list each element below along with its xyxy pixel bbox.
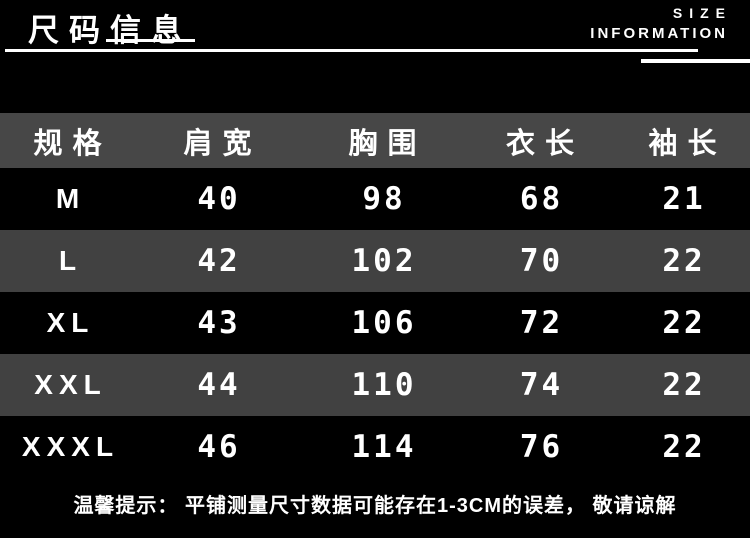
cell-m-shoulder: 40 [197, 181, 241, 217]
title-en-size: SIZE [672, 5, 732, 21]
cell-xl-sleeve: 22 [662, 305, 706, 341]
table-header-cell-shoulder: 肩宽 [183, 127, 262, 160]
cell-l-sleeve: 22 [662, 243, 706, 279]
header-divider-line [5, 49, 698, 52]
table-body: M 40 98 68 21 L 42 102 70 22 XL 43 106 72 22 XXL 44 110 74… [0, 168, 750, 478]
cell-xl-shoulder: 43 [197, 305, 241, 341]
table-header-cell-sleeve: 袖长 [648, 127, 727, 160]
table-header-cell-length: 衣长 [505, 127, 584, 160]
cell-xl-size: XL [46, 307, 95, 338]
table-row-l: L 42 102 70 22 [0, 230, 750, 292]
measurement-disclaimer: 温馨提示： 平铺测量尺寸数据可能存在1-3CM的误差， 敬请谅解 [73, 495, 677, 517]
table-row-m: M 40 98 68 21 [0, 168, 750, 230]
cell-xxl-shoulder: 44 [197, 367, 241, 403]
cell-m-chest: 98 [362, 181, 406, 217]
page-title: 尺码信息 [28, 13, 192, 48]
cell-l-chest: 102 [351, 243, 417, 279]
cell-xxl-sleeve: 22 [662, 367, 706, 403]
cell-l-shoulder: 42 [197, 243, 241, 279]
size-table: 规格 肩宽 胸围 衣长 袖长 M 40 98 68 21 L 42 102 70 22 XL 43 106 72 2… [0, 113, 750, 478]
cell-xl-chest: 106 [351, 305, 417, 341]
table-row-xl: XL 43 106 72 22 [0, 292, 750, 354]
table-header-cell-size: 规格 [33, 127, 112, 160]
table-header-cell-chest: 胸围 [348, 127, 427, 160]
table-row-xxl: XXL 44 110 74 22 [0, 354, 750, 416]
cell-xxxl-chest: 114 [351, 429, 417, 465]
cell-m-length: 68 [519, 181, 564, 217]
cell-xxl-chest: 110 [351, 367, 417, 403]
title-en-information: INFORMATION [590, 25, 728, 42]
cell-xxxl-size: XXXL [21, 431, 120, 462]
cell-l-length: 70 [519, 243, 564, 279]
cell-xxxl-sleeve: 22 [662, 429, 706, 465]
cell-m-sleeve: 21 [662, 181, 706, 217]
cell-xxl-size: XXL [34, 369, 107, 400]
cell-m-size: M [55, 183, 86, 214]
title-underline [106, 39, 195, 42]
table-header-row: 规格 肩宽 胸围 衣长 袖长 [0, 113, 750, 168]
cell-xxxl-shoulder: 46 [197, 429, 241, 465]
table-row-xxxl: XXXL 46 114 76 22 [0, 416, 750, 478]
cell-xxxl-length: 76 [519, 429, 564, 465]
cell-l-size: L [58, 245, 83, 276]
header-accent-line [641, 59, 750, 63]
page-title-english: SIZE INFORMATION [590, 6, 725, 41]
cell-xl-length: 72 [519, 305, 564, 341]
cell-xxl-length: 74 [519, 367, 564, 403]
